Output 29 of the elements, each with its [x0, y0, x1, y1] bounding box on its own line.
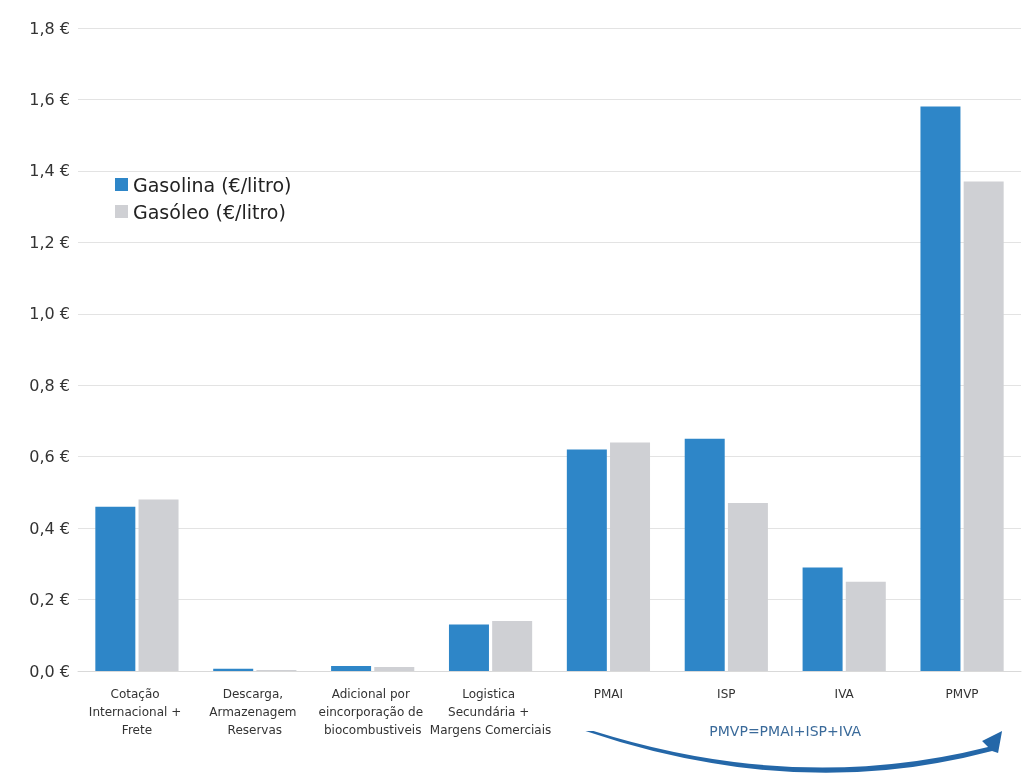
x-tick-label: IVA [834, 687, 855, 701]
y-tick-label: 0,0 € [29, 661, 70, 681]
y-tick-label: 0,2 € [29, 590, 70, 610]
bar [802, 567, 843, 671]
legend-label: Gasolina (€/litro) [133, 173, 292, 196]
y-tick-label: 1,4 € [29, 161, 70, 181]
x-tick-label: PMVP [945, 687, 979, 701]
y-tick-label: 1,2 € [29, 232, 70, 252]
bar [331, 666, 372, 671]
text: PMVP=PMAI+ISP+IVA [709, 723, 862, 739]
y-tick-label: 1,8 € [29, 18, 70, 38]
bar [213, 668, 254, 671]
bar [566, 449, 607, 671]
x-tick-label: ISP [717, 687, 736, 701]
bar [448, 624, 489, 671]
x-tick-label: Descarga, Armazenagem Reservas [209, 687, 301, 737]
y-tick-label: 0,8 € [29, 375, 70, 395]
legend-label: Gasóleo (€/litro) [133, 200, 286, 223]
y-tick-label: 1,0 € [29, 304, 70, 324]
bar [920, 106, 961, 671]
bar [95, 506, 136, 671]
bar [684, 438, 725, 671]
y-tick-label: 1,6 € [29, 89, 70, 109]
y-tick-label: 0,4 € [29, 518, 70, 538]
x-tick-label: Adicional por eincorporação de biocombustiveis [318, 687, 427, 737]
y-tick-label: 0,6 € [29, 447, 70, 467]
x-tick-label: Cotação Internacional + Frete [88, 687, 186, 737]
x-tick-label: Logistica Secundária + Margens Comerciais [429, 687, 552, 737]
x-tick-label: PMAI [593, 687, 624, 701]
